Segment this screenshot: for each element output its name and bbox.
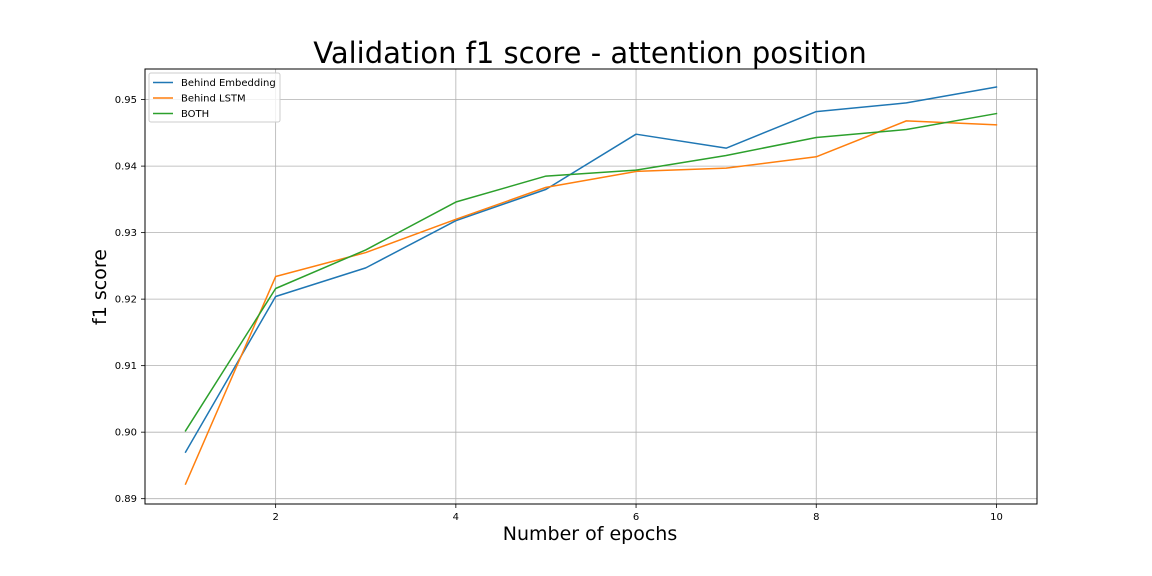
x-tick-label: 2 — [272, 512, 278, 523]
y-tick-label: 0.93 — [115, 228, 137, 239]
series-line-both — [184, 112, 998, 432]
series-line-behind-lstm — [184, 120, 998, 486]
y-axis-title: f1 score — [89, 249, 111, 325]
y-tick-label: 0.92 — [115, 295, 137, 306]
series-line-behind-embedding — [184, 86, 998, 454]
legend-label-behind-lstm: Behind LSTM — [181, 94, 246, 105]
x-tick-label: 8 — [813, 512, 819, 523]
legend-label-behind-embedding: Behind Embedding — [181, 78, 276, 89]
x-tick-label: 6 — [633, 512, 639, 523]
y-tick-label: 0.90 — [115, 428, 137, 439]
x-tick-label: 10 — [990, 512, 1003, 523]
y-tick-label: 0.95 — [115, 95, 137, 106]
x-axis-title: Number of epochs — [503, 523, 677, 545]
axis-ticks: 2 4 6 8 10 0.89 0.90 0.91 0.92 0.93 0.94 0.95 — [115, 95, 1003, 523]
legend: Behind Embedding Behind LSTM BOTH — [148, 72, 281, 123]
plot-frame — [144, 68, 1038, 505]
legend-label-both: BOTH — [181, 109, 209, 120]
y-tick-label: 0.89 — [115, 494, 137, 505]
grid — [145, 69, 1037, 504]
chart-title: Validation f1 score - attention position — [313, 36, 867, 70]
x-tick-label: 4 — [453, 512, 459, 523]
y-tick-label: 0.91 — [115, 361, 137, 372]
legend-box — [148, 72, 281, 123]
series-lines — [184, 86, 998, 486]
y-tick-label: 0.94 — [115, 162, 137, 173]
